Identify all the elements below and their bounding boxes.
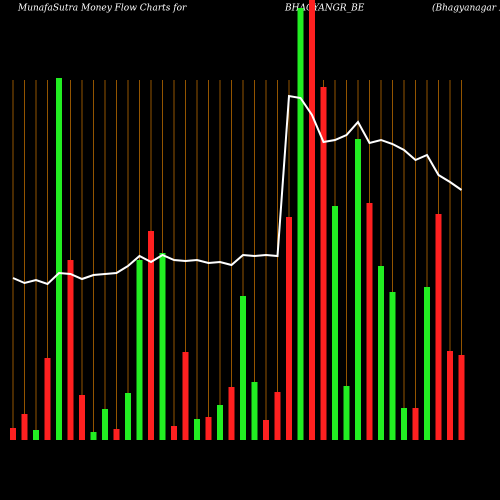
bar xyxy=(355,139,361,440)
bar xyxy=(412,408,419,440)
chart-title: MunafaSutra Money Flow Charts for xyxy=(17,4,187,14)
bar xyxy=(297,8,304,440)
bar xyxy=(90,432,97,440)
bar xyxy=(217,405,223,440)
bar xyxy=(320,87,327,440)
bar xyxy=(332,206,338,440)
bar xyxy=(148,231,154,440)
bar xyxy=(33,430,39,440)
bar xyxy=(159,253,166,440)
bar xyxy=(424,287,430,440)
chart-company: (Bhagyanagar India xyxy=(432,3,500,14)
bar xyxy=(251,382,258,440)
bar xyxy=(56,78,62,440)
bar xyxy=(228,387,235,440)
bar xyxy=(401,408,407,440)
bar xyxy=(435,214,442,440)
bar xyxy=(389,292,396,440)
line xyxy=(12,94,463,286)
bar xyxy=(309,0,315,440)
bar xyxy=(44,358,51,440)
bar xyxy=(458,355,465,440)
bar xyxy=(378,266,384,440)
bar xyxy=(102,409,108,440)
bar xyxy=(113,429,120,440)
bar xyxy=(343,386,350,440)
bar xyxy=(171,426,177,440)
bar xyxy=(366,203,373,440)
bar xyxy=(240,296,246,440)
bar xyxy=(286,217,292,440)
bar xyxy=(205,417,212,440)
bar xyxy=(21,414,28,440)
chart-symbol: BHAGYANGR_BE xyxy=(284,4,365,14)
bar xyxy=(263,420,269,440)
bar xyxy=(182,352,189,440)
bar xyxy=(10,428,16,440)
bar xyxy=(447,351,453,440)
bar xyxy=(194,419,200,440)
bar xyxy=(136,260,143,440)
bar xyxy=(67,260,74,440)
bar xyxy=(79,395,85,440)
bar xyxy=(125,393,131,440)
bar xyxy=(274,392,281,440)
